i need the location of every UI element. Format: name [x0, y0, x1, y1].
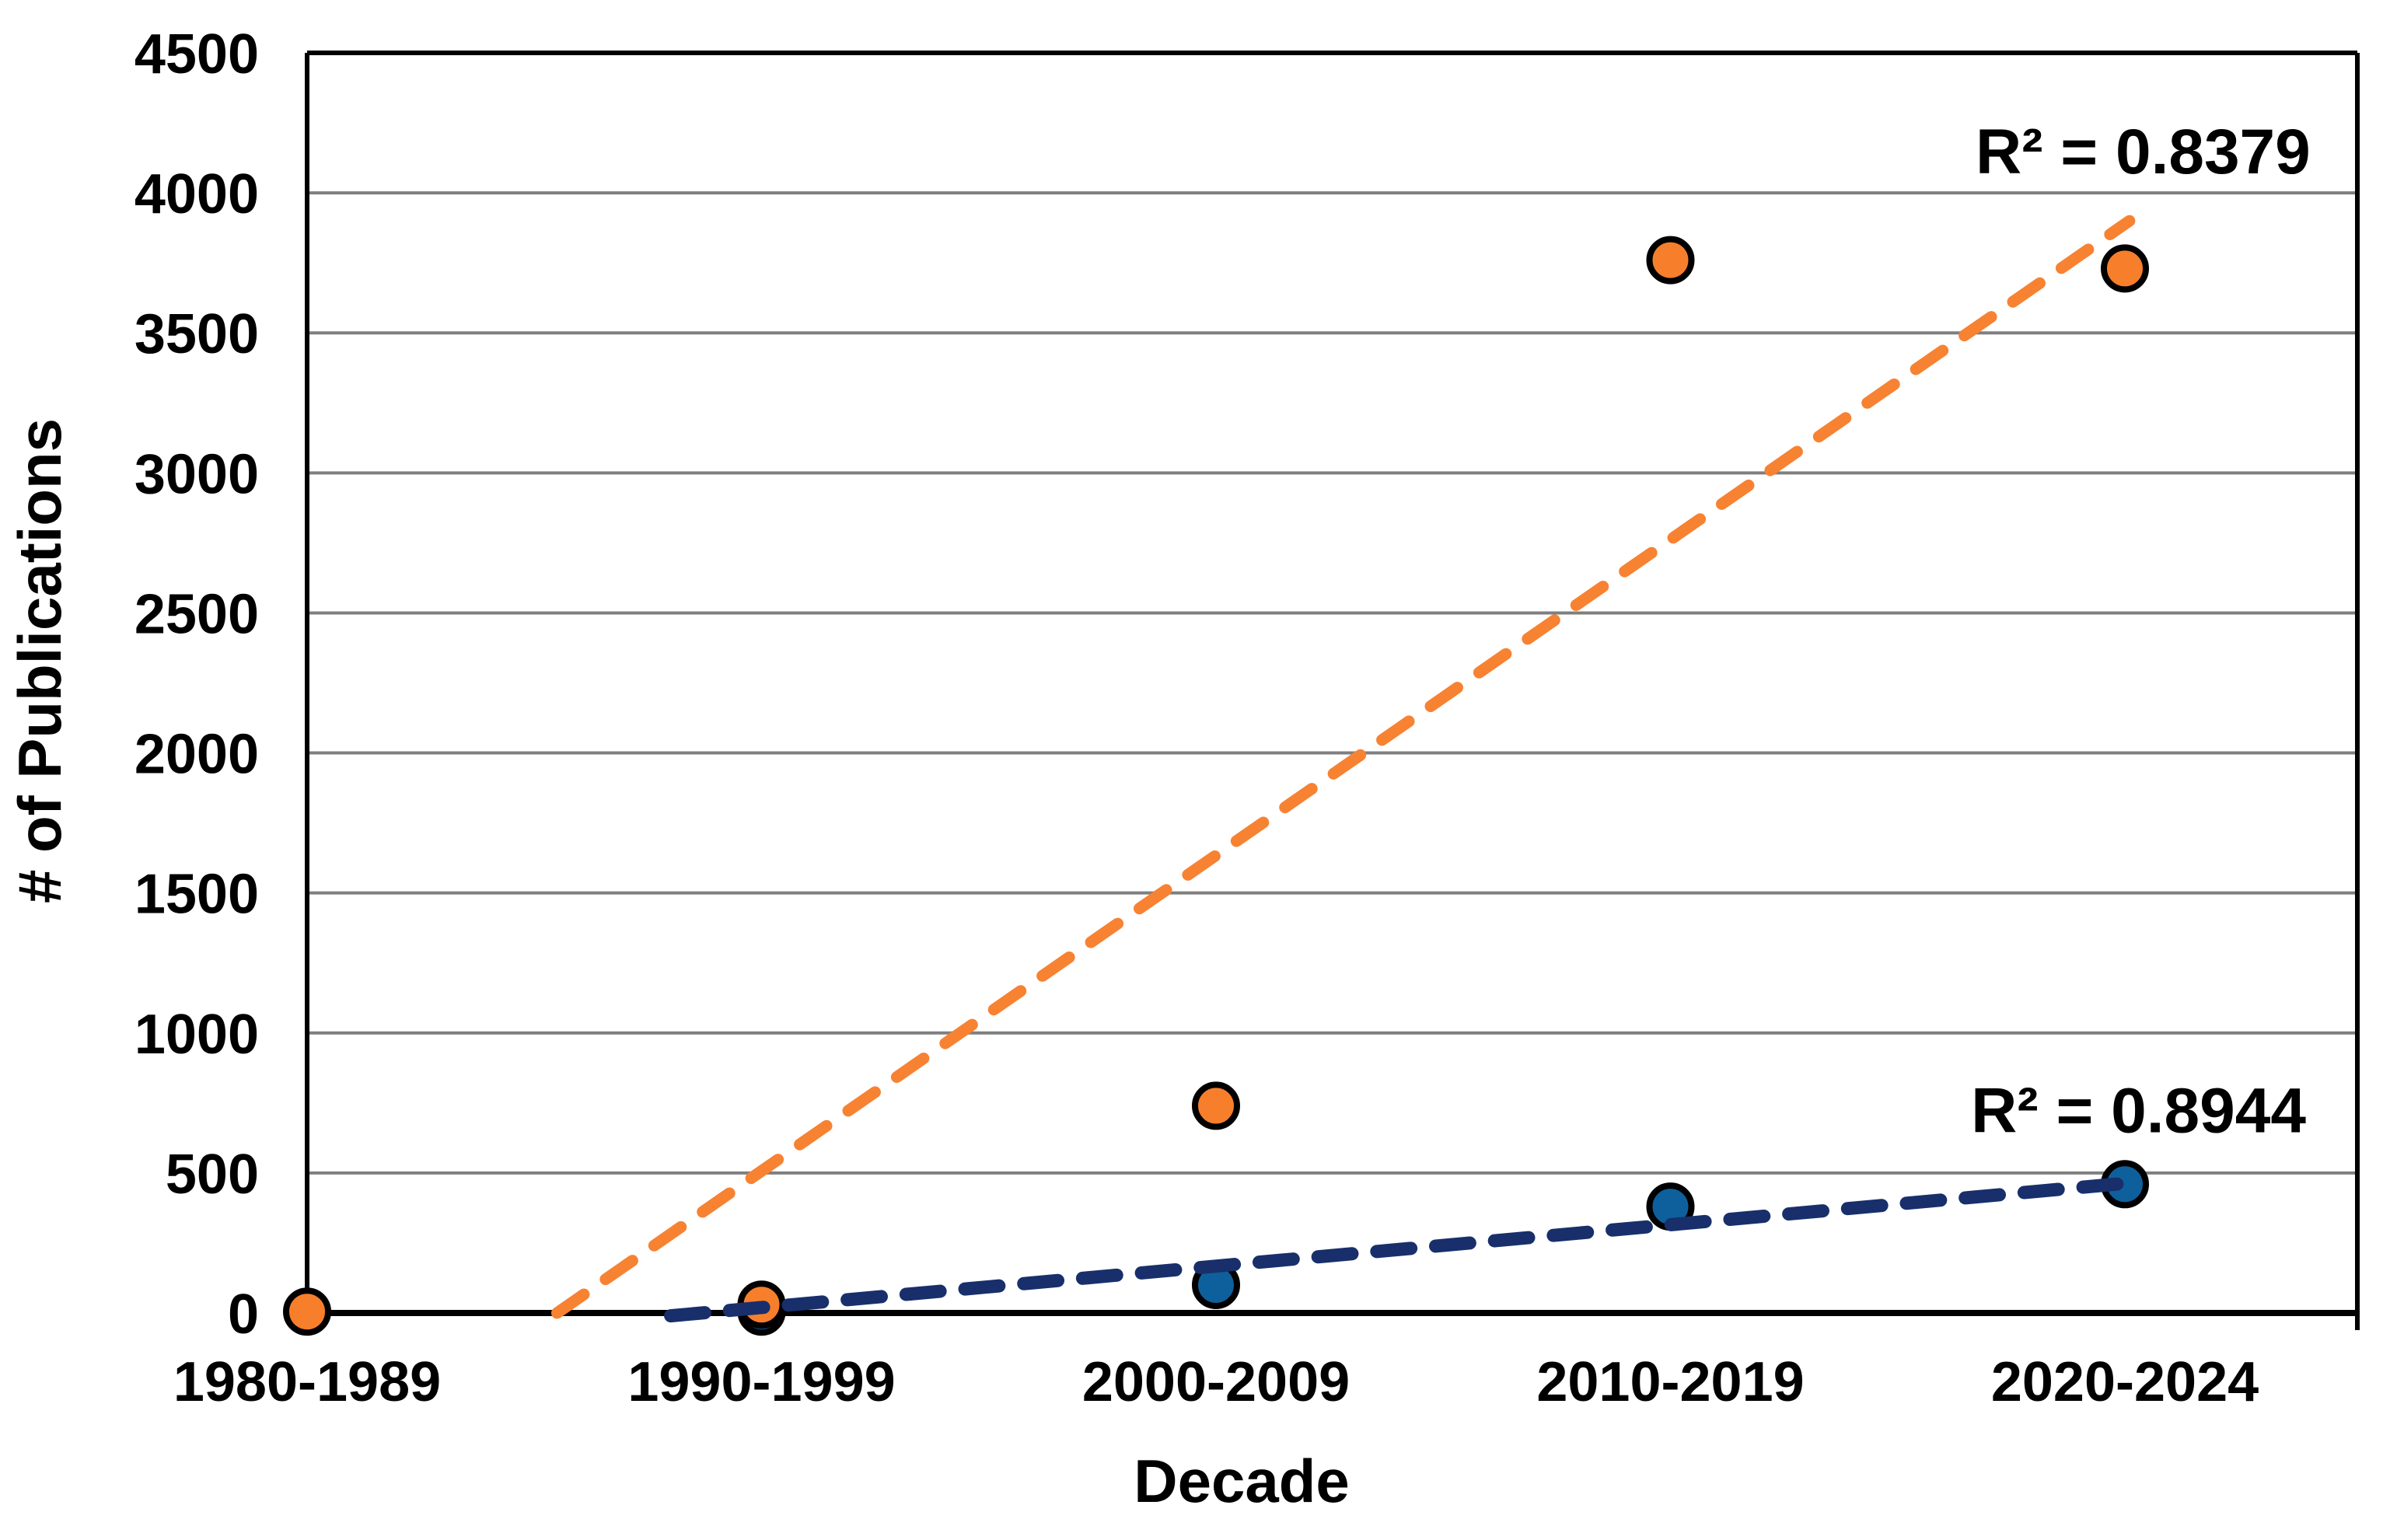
y-tick-label-2500: 2500 — [135, 583, 259, 645]
orange-series-point-2010-2019 — [1646, 236, 1695, 285]
x-tick-label-2020-2024: 2020-2024 — [1991, 1351, 2259, 1413]
r2-annotation-blue: R² = 0.8944 — [1971, 1076, 2306, 1147]
y-tick-label-1500: 1500 — [135, 864, 259, 926]
gridlines — [307, 191, 2357, 1175]
plot-frame — [305, 51, 2360, 1330]
x-tick-label-2010-2019: 2010-2019 — [1536, 1351, 1804, 1413]
x-tick-label-1980-1989: 1980-1989 — [173, 1351, 441, 1413]
y-tick-label-4000: 4000 — [135, 163, 259, 225]
x-axis-title: Decade — [1134, 1447, 1350, 1515]
r2-annotation-orange: R² = 0.8379 — [1976, 117, 2311, 187]
y-tick-label-4500: 4500 — [135, 23, 259, 86]
y-tick-label-500: 500 — [166, 1144, 259, 1206]
y-tick-label-0: 0 — [228, 1283, 259, 1346]
trendline-blue — [664, 1175, 2141, 1323]
y-tick-label-3000: 3000 — [135, 443, 259, 505]
y-tick-label-3500: 3500 — [135, 303, 259, 365]
orange-series-point-2000-2009 — [1192, 1081, 1240, 1130]
trendlines — [550, 215, 2141, 1323]
x-axis-tick-labels: 1980-1989 1990-1999 2000-2009 2010-2019 2020… — [173, 1351, 2259, 1413]
orange-series-point-2020-2024 — [2101, 244, 2149, 293]
y-tick-label-1000: 1000 — [135, 1004, 259, 1066]
x-tick-label-1990-1999: 1990-1999 — [627, 1351, 895, 1413]
orange-series-point-1980-1989 — [283, 1287, 331, 1336]
trendline-orange — [550, 215, 2136, 1319]
y-axis-title: # of Publications — [5, 418, 74, 903]
y-axis-tick-labels: 0 500 1000 1500 2000 2500 3000 3500 4000 4500 — [135, 23, 259, 1346]
y-tick-label-2000: 2000 — [135, 724, 259, 786]
x-tick-label-2000-2009: 2000-2009 — [1082, 1351, 1350, 1413]
